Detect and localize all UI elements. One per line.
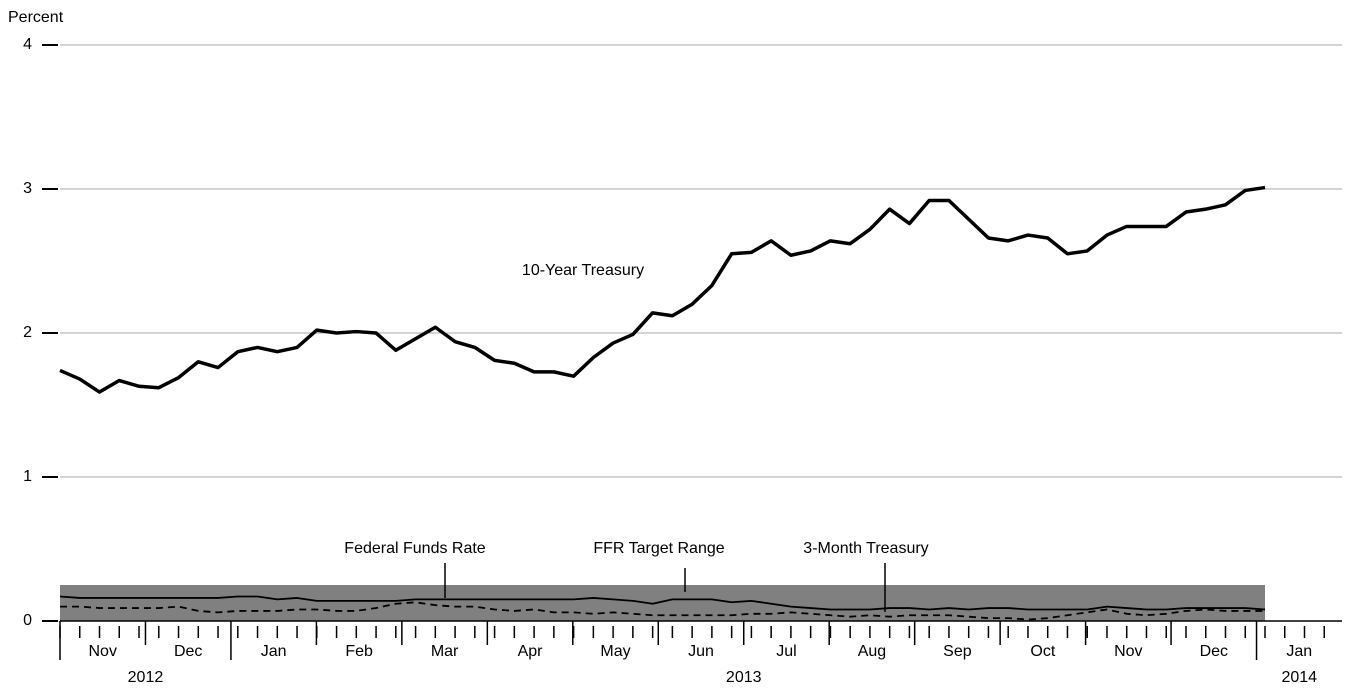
x-month-label: Dec: [1200, 643, 1228, 660]
x-month-label: Oct: [1030, 643, 1055, 660]
x-year-label: 2012: [128, 669, 164, 686]
y-tick-label: 0: [23, 612, 32, 629]
series-line: [59, 185, 1266, 394]
y-tick-label: 1: [23, 468, 32, 485]
x-month-label: Aug: [858, 643, 886, 660]
x-month-label: Dec: [174, 643, 202, 660]
x-month-label: May: [600, 643, 630, 660]
x-year-label: 2013: [726, 669, 762, 686]
x-month-label: Jan: [261, 643, 287, 660]
series-label: 10-Year Treasury: [522, 262, 644, 279]
y-tick-label: 2: [23, 324, 32, 341]
x-month-label: Feb: [345, 643, 373, 660]
series-line: [59, 595, 1266, 611]
x-month-label: Mar: [431, 643, 459, 660]
y-axis-label: Percent: [8, 9, 64, 26]
x-month-label: Jun: [688, 643, 714, 660]
series-label: 3-Month Treasury: [803, 540, 928, 557]
x-month-label: Apr: [518, 643, 544, 660]
series-line: [60, 601, 1265, 621]
x-month-label: Jan: [1286, 643, 1312, 660]
x-month-label: Nov: [89, 643, 117, 660]
series-label: Federal Funds Rate: [344, 540, 486, 557]
x-month-label: Nov: [1114, 643, 1142, 660]
x-month-label: Sep: [943, 643, 972, 660]
x-year-label: 2014: [1281, 669, 1317, 686]
y-tick-label: 4: [23, 36, 32, 53]
x-month-label: Jul: [776, 643, 796, 660]
y-tick-label: 3: [23, 180, 32, 197]
series-label: FFR Target Range: [593, 540, 724, 557]
